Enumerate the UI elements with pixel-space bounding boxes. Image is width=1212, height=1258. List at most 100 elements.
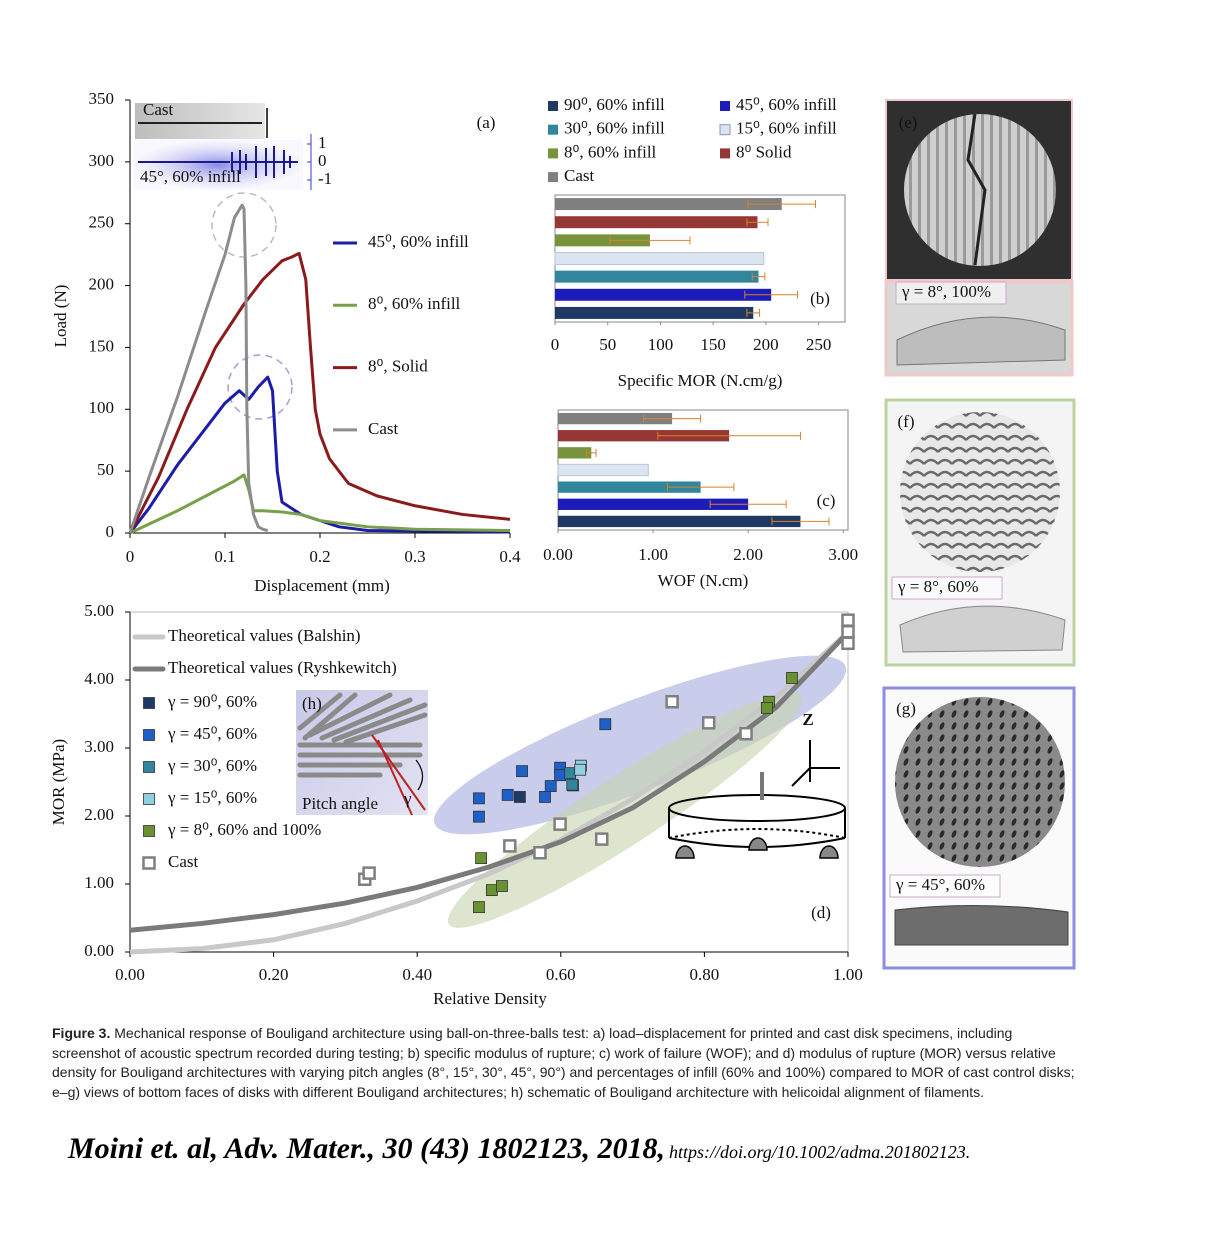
x-tick-label: 100 bbox=[648, 335, 674, 354]
legend-swatch bbox=[143, 793, 155, 805]
y-tick-label: 3.00 bbox=[84, 737, 114, 756]
photo-label: (g) bbox=[896, 699, 916, 718]
x-tick-label: 0.1 bbox=[214, 547, 235, 566]
x-tick-label: 0 bbox=[126, 547, 135, 566]
photo-caption-box bbox=[891, 576, 1003, 600]
support-balls bbox=[675, 837, 839, 859]
inset-label: Cast bbox=[143, 100, 174, 119]
panel-label: (c) bbox=[817, 491, 836, 510]
data-point bbox=[516, 765, 528, 778]
data-point bbox=[553, 817, 567, 831]
legend-label: 90⁰, 60% infill bbox=[564, 95, 665, 114]
data-point bbox=[473, 901, 485, 914]
x-tick-label: 2.00 bbox=[733, 545, 763, 564]
error-bar bbox=[657, 431, 801, 440]
x-tick-label: 50 bbox=[599, 335, 616, 354]
data-point bbox=[473, 792, 485, 805]
y-tick-label: 150 bbox=[89, 336, 115, 355]
data-point bbox=[841, 624, 855, 639]
bar bbox=[555, 216, 758, 229]
x-tick-label: 250 bbox=[806, 335, 832, 354]
data-point bbox=[594, 832, 609, 846]
legend-swatch bbox=[719, 124, 731, 136]
data-point bbox=[539, 791, 551, 803]
x-tick-label: 1.00 bbox=[833, 965, 863, 984]
legend-label: 8⁰, 60% infill bbox=[368, 294, 461, 313]
legend-label: Cast bbox=[368, 419, 399, 438]
error-bar bbox=[744, 290, 799, 299]
panel-label: (a) bbox=[477, 113, 496, 132]
legend-swatch bbox=[143, 729, 155, 741]
bar bbox=[555, 270, 759, 283]
bar bbox=[555, 198, 782, 211]
inset-tick-label: -1 bbox=[318, 169, 332, 188]
photo-disk-side bbox=[899, 605, 1066, 653]
photo-crack bbox=[966, 113, 987, 266]
error-bar bbox=[751, 272, 766, 281]
x-tick-label: 0.20 bbox=[259, 965, 289, 984]
photo-disk bbox=[904, 114, 1056, 266]
bar bbox=[555, 234, 650, 247]
legend-swatch bbox=[143, 825, 155, 837]
inset-label: (h) bbox=[302, 694, 322, 713]
y-tick-label: 200 bbox=[89, 274, 115, 293]
data-point bbox=[841, 636, 855, 651]
data-point bbox=[574, 763, 587, 776]
inset-text: γ bbox=[403, 789, 412, 808]
bar bbox=[555, 306, 754, 319]
region-shade bbox=[433, 655, 847, 835]
bar bbox=[557, 463, 649, 477]
data-point bbox=[473, 810, 485, 823]
data-point bbox=[544, 780, 557, 792]
photo-disk bbox=[900, 412, 1060, 572]
bar bbox=[558, 447, 592, 459]
error-bar bbox=[709, 500, 787, 509]
photo-caption-box bbox=[895, 281, 1007, 305]
x-tick-label: 0.3 bbox=[404, 547, 425, 566]
y-tick-label: 0 bbox=[106, 522, 115, 541]
x-axis-label: Displacement (mm) bbox=[254, 576, 390, 595]
axis-symbol: Z bbox=[802, 710, 813, 729]
citation-doi: https://doi.org/10.1002/adma.201802123. bbox=[668, 1142, 971, 1162]
data-point bbox=[599, 718, 612, 731]
photo-caption: γ = 8°, 60% bbox=[897, 577, 979, 596]
schematic-filaments bbox=[297, 692, 428, 778]
inset-background bbox=[135, 103, 265, 139]
legend-swatch bbox=[142, 856, 156, 870]
photo-label: (e) bbox=[899, 113, 918, 132]
data-point bbox=[501, 789, 514, 801]
y-tick-label: 250 bbox=[89, 213, 115, 232]
legend-label: 45⁰, 60% infill bbox=[368, 232, 469, 251]
inset-text: Pitch angle bbox=[302, 794, 378, 813]
legend-label: γ = 8⁰, 60% and 100% bbox=[167, 820, 321, 839]
error-bar bbox=[666, 483, 735, 492]
data-point bbox=[739, 726, 753, 741]
legend-swatch bbox=[548, 148, 558, 159]
error-bar bbox=[747, 200, 816, 209]
bar bbox=[558, 515, 801, 528]
data-point bbox=[566, 778, 579, 791]
photo-caption-box bbox=[889, 874, 1001, 898]
legend-swatch bbox=[720, 148, 730, 159]
photo-caption: γ = 45°, 60% bbox=[895, 875, 985, 894]
theory-line bbox=[129, 630, 850, 933]
legend-label: γ = 45⁰, 60% bbox=[167, 724, 257, 743]
legend-label: Cast bbox=[564, 166, 595, 185]
y-axis-label: Load (N) bbox=[51, 285, 70, 348]
data-line bbox=[128, 375, 511, 534]
bar bbox=[558, 412, 673, 425]
inset-tick-label: 0 bbox=[318, 151, 327, 170]
legend-label: 8⁰, 60% infill bbox=[564, 142, 657, 161]
data-line bbox=[129, 473, 511, 535]
data-point bbox=[475, 852, 488, 865]
legend-label: 30⁰, 60% infill bbox=[564, 119, 665, 138]
photo-disk-side bbox=[896, 316, 1066, 366]
error-bar bbox=[643, 414, 702, 423]
data-point bbox=[362, 866, 376, 880]
x-tick-label: 0.40 bbox=[402, 965, 432, 984]
data-point bbox=[485, 884, 498, 897]
error-bar bbox=[586, 448, 597, 457]
data-point bbox=[564, 767, 577, 780]
x-tick-label: 150 bbox=[700, 335, 726, 354]
error-bar bbox=[771, 517, 830, 526]
